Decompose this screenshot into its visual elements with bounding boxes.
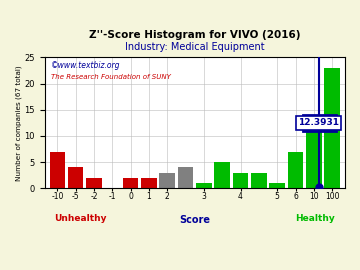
Bar <box>251 173 267 188</box>
Bar <box>306 131 321 188</box>
Bar <box>141 178 157 188</box>
Bar <box>159 173 175 188</box>
X-axis label: Score: Score <box>179 215 210 225</box>
Bar <box>123 178 138 188</box>
Bar <box>233 173 248 188</box>
Text: Z''-Score Histogram for VIVO (2016): Z''-Score Histogram for VIVO (2016) <box>89 31 301 40</box>
Bar <box>324 68 340 188</box>
Text: Industry: Medical Equipment: Industry: Medical Equipment <box>125 42 265 52</box>
Y-axis label: Number of companies (67 total): Number of companies (67 total) <box>15 65 22 181</box>
Bar <box>86 178 102 188</box>
Bar <box>196 183 212 188</box>
Bar <box>288 151 303 188</box>
Bar <box>68 167 84 188</box>
Bar <box>178 167 193 188</box>
Text: ©www.textbiz.org: ©www.textbiz.org <box>50 61 120 70</box>
Bar <box>215 162 230 188</box>
Text: Healthy: Healthy <box>295 214 335 223</box>
Text: 12.3931: 12.3931 <box>298 118 339 127</box>
Text: Unhealthy: Unhealthy <box>54 214 107 223</box>
Bar <box>50 151 65 188</box>
Bar <box>269 183 285 188</box>
Text: The Research Foundation of SUNY: The Research Foundation of SUNY <box>50 75 170 80</box>
